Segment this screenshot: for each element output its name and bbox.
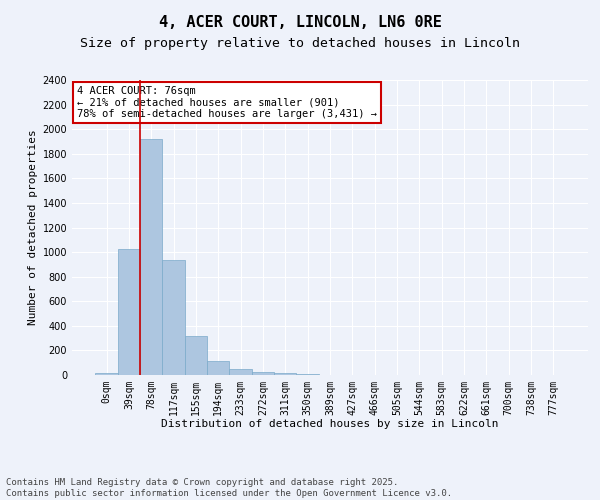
Text: 4, ACER COURT, LINCOLN, LN6 0RE: 4, ACER COURT, LINCOLN, LN6 0RE	[158, 15, 442, 30]
Bar	[252, 372, 274, 375]
Text: Size of property relative to detached houses in Lincoln: Size of property relative to detached ho…	[80, 38, 520, 51]
Bar	[296, 374, 319, 375]
Bar	[118, 249, 140, 375]
Text: Contains HM Land Registry data © Crown copyright and database right 2025.
Contai: Contains HM Land Registry data © Crown c…	[6, 478, 452, 498]
Bar	[163, 260, 185, 375]
Bar	[185, 336, 207, 375]
Bar	[95, 373, 118, 375]
Bar	[207, 362, 229, 375]
Bar	[229, 370, 252, 375]
Text: 4 ACER COURT: 76sqm
← 21% of detached houses are smaller (901)
78% of semi-detac: 4 ACER COURT: 76sqm ← 21% of detached ho…	[77, 86, 377, 119]
Y-axis label: Number of detached properties: Number of detached properties	[28, 130, 38, 326]
Bar	[274, 373, 296, 375]
Bar	[140, 139, 163, 375]
X-axis label: Distribution of detached houses by size in Lincoln: Distribution of detached houses by size …	[161, 420, 499, 430]
